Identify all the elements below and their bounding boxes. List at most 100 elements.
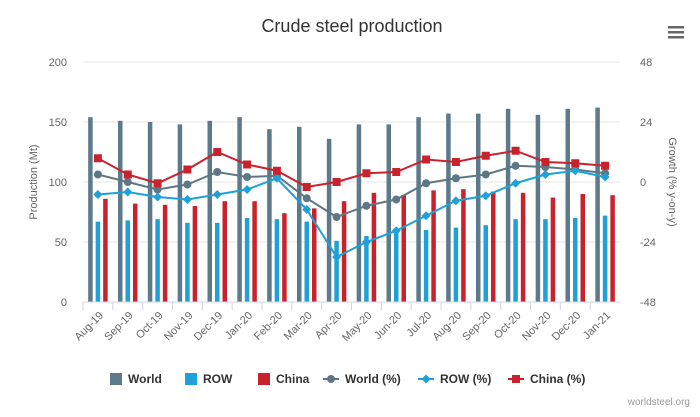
bar-china (103, 198, 108, 302)
bar-china (192, 206, 198, 302)
marker-row (93, 190, 103, 199)
x-tick-label: Oct-20 (492, 310, 524, 342)
bar-row (244, 218, 250, 302)
bar-row (304, 221, 309, 302)
x-tick-label: Feb-20 (252, 310, 285, 343)
bar-row (334, 240, 339, 302)
x-tick-label: Dec-19 (192, 310, 226, 344)
marker-row (332, 252, 342, 262)
marker-row (540, 170, 550, 179)
marker-row (391, 226, 401, 236)
marker-china (601, 161, 610, 170)
y-tick-label: 150 (49, 117, 67, 129)
bar-world (565, 108, 570, 302)
marker-china (332, 178, 341, 186)
bar-world (326, 138, 332, 302)
marker-world (93, 170, 102, 179)
y-tick-label: 200 (49, 57, 67, 69)
marker-world (302, 194, 311, 203)
bar-row (364, 236, 369, 302)
bar-world (237, 117, 242, 302)
bar-china (491, 191, 496, 302)
bar-china (282, 213, 287, 302)
y2-tick-label: 48 (640, 57, 652, 69)
bar-china (252, 201, 257, 302)
marker-world (332, 213, 341, 221)
menu-icon[interactable] (668, 26, 684, 39)
marker-world (123, 178, 132, 186)
bar-china (312, 208, 317, 302)
bar-china (520, 192, 526, 302)
marker-row (361, 237, 371, 247)
bar-china (610, 195, 615, 302)
bar-row (423, 230, 429, 302)
bar-world (267, 129, 272, 302)
y-tick-label: 0 (61, 297, 67, 309)
legend-marker-world (327, 375, 335, 383)
bar-china (461, 189, 466, 302)
marker-row (212, 190, 222, 199)
bar-china (431, 190, 436, 302)
bar-world (476, 113, 481, 302)
legend-swatch-row (185, 373, 197, 385)
bar-world (118, 120, 123, 302)
credit-text[interactable]: worldsteel.org (627, 397, 690, 408)
legend-swatch-china (258, 373, 270, 385)
marker-row (511, 178, 521, 188)
marker-china (541, 158, 550, 166)
marker-row (182, 195, 192, 204)
marker-world (451, 174, 460, 183)
legend-label-china: China (276, 372, 310, 386)
legend-label-row: ROW (203, 372, 233, 386)
marker-row (570, 166, 580, 176)
marker-world (392, 195, 401, 204)
x-tick-label: Jan-21 (581, 310, 613, 342)
marker-china (392, 168, 401, 176)
legend-label-china: China (%) (530, 372, 585, 386)
bar-world (446, 113, 451, 302)
marker-china (183, 165, 192, 174)
marker-row (242, 185, 252, 194)
legend-label-row: ROW (%) (440, 372, 491, 386)
bar-world (505, 108, 511, 302)
marker-china (243, 160, 252, 169)
bar-world (386, 124, 391, 303)
bar-china (162, 204, 168, 302)
marker-world (183, 180, 192, 189)
y2-tick-label: 24 (640, 117, 652, 129)
marker-china (362, 169, 371, 178)
bar-world (297, 126, 302, 302)
marker-row (123, 187, 133, 197)
x-tick-label: Jan-20 (223, 310, 255, 342)
bar-row (573, 218, 578, 302)
bar-china (341, 201, 347, 302)
bar-row (185, 222, 190, 302)
bar-row (95, 221, 101, 302)
line-world (97, 164, 606, 219)
legend-label-world: World (128, 372, 162, 386)
bar-world (356, 124, 362, 303)
x-tick-label: Nov-19 (162, 310, 196, 344)
chart-title: Crude steel production (261, 16, 442, 36)
x-tick-label: Mar-20 (282, 310, 315, 343)
marker-china (571, 159, 580, 168)
bar-row (155, 219, 160, 302)
marker-world (511, 161, 520, 170)
bar-world (207, 120, 212, 302)
marker-world (213, 168, 222, 176)
y2-tick-label: -24 (640, 237, 656, 249)
bar-world (535, 114, 541, 302)
bar-world (177, 124, 183, 303)
marker-china (93, 154, 102, 163)
marker-world (481, 170, 490, 179)
y2-axis-title: Growth (% y-on-y) (666, 137, 678, 226)
bar-row (483, 225, 488, 302)
marker-row (451, 196, 461, 206)
marker-china (213, 148, 222, 156)
marker-row (421, 211, 431, 221)
y2-tick-label: 0 (640, 177, 646, 189)
bar-china (371, 192, 377, 302)
x-tick-label: Oct-19 (134, 310, 166, 342)
legend: World ROW China World (%) ROW (%) China (%) (110, 372, 585, 386)
